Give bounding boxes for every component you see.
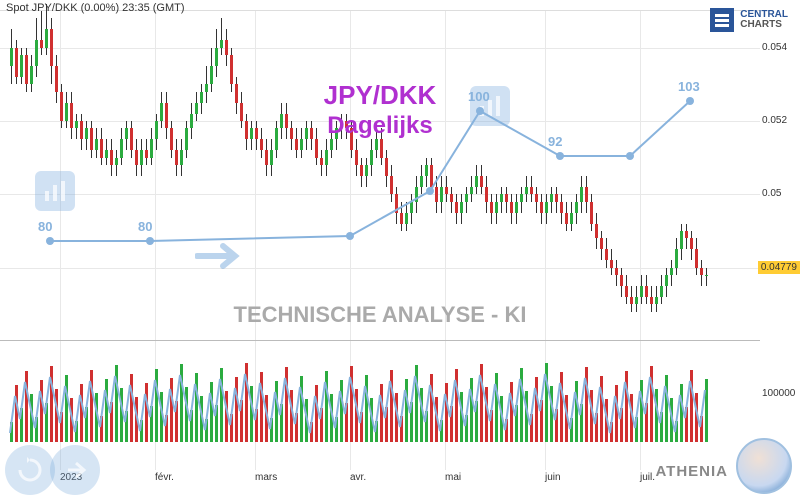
time-xaxis: 2023févr.marsavr.maijuinjuil. bbox=[0, 472, 760, 492]
price-chart[interactable]: 808010092103 bbox=[0, 10, 760, 340]
analysis-title: TECHNISCHE ANALYSE - KI bbox=[0, 302, 760, 328]
logo-icon bbox=[710, 8, 734, 32]
x-label: juin bbox=[545, 472, 561, 483]
athenia-avatar-icon[interactable] bbox=[736, 438, 792, 494]
x-label: mars bbox=[255, 472, 277, 483]
price-yaxis: 0.0540.0520.050.048 bbox=[760, 10, 800, 340]
chart-header: Spot JPY/DKK (0.00%) 23:35 (GMT) bbox=[6, 2, 185, 14]
interval-title: Dagelijks bbox=[0, 112, 760, 140]
y-label: 0.052 bbox=[762, 115, 787, 126]
trend-label: 80 bbox=[138, 219, 152, 234]
watermark-bars-icon bbox=[35, 171, 75, 211]
y-label: 100000 bbox=[762, 388, 795, 399]
y-label: 0.054 bbox=[762, 42, 787, 53]
y-label: 0.05 bbox=[762, 188, 781, 199]
watermark-arrow-icon bbox=[195, 241, 245, 276]
x-label: avr. bbox=[350, 472, 366, 483]
logo-text: CENTRAL CHARTS bbox=[740, 10, 788, 30]
brand-logo: CENTRAL CHARTS bbox=[710, 8, 788, 32]
x-label: mai bbox=[445, 472, 461, 483]
x-label: févr. bbox=[155, 472, 174, 483]
pair-title: JPY/DKK bbox=[0, 80, 760, 111]
x-label: juil. bbox=[640, 472, 655, 483]
current-price-tag: 0.04779 bbox=[758, 261, 800, 274]
athenia-label: ATHENIA bbox=[655, 463, 728, 480]
volume-chart[interactable] bbox=[0, 340, 760, 470]
trend-label: 80 bbox=[38, 219, 52, 234]
